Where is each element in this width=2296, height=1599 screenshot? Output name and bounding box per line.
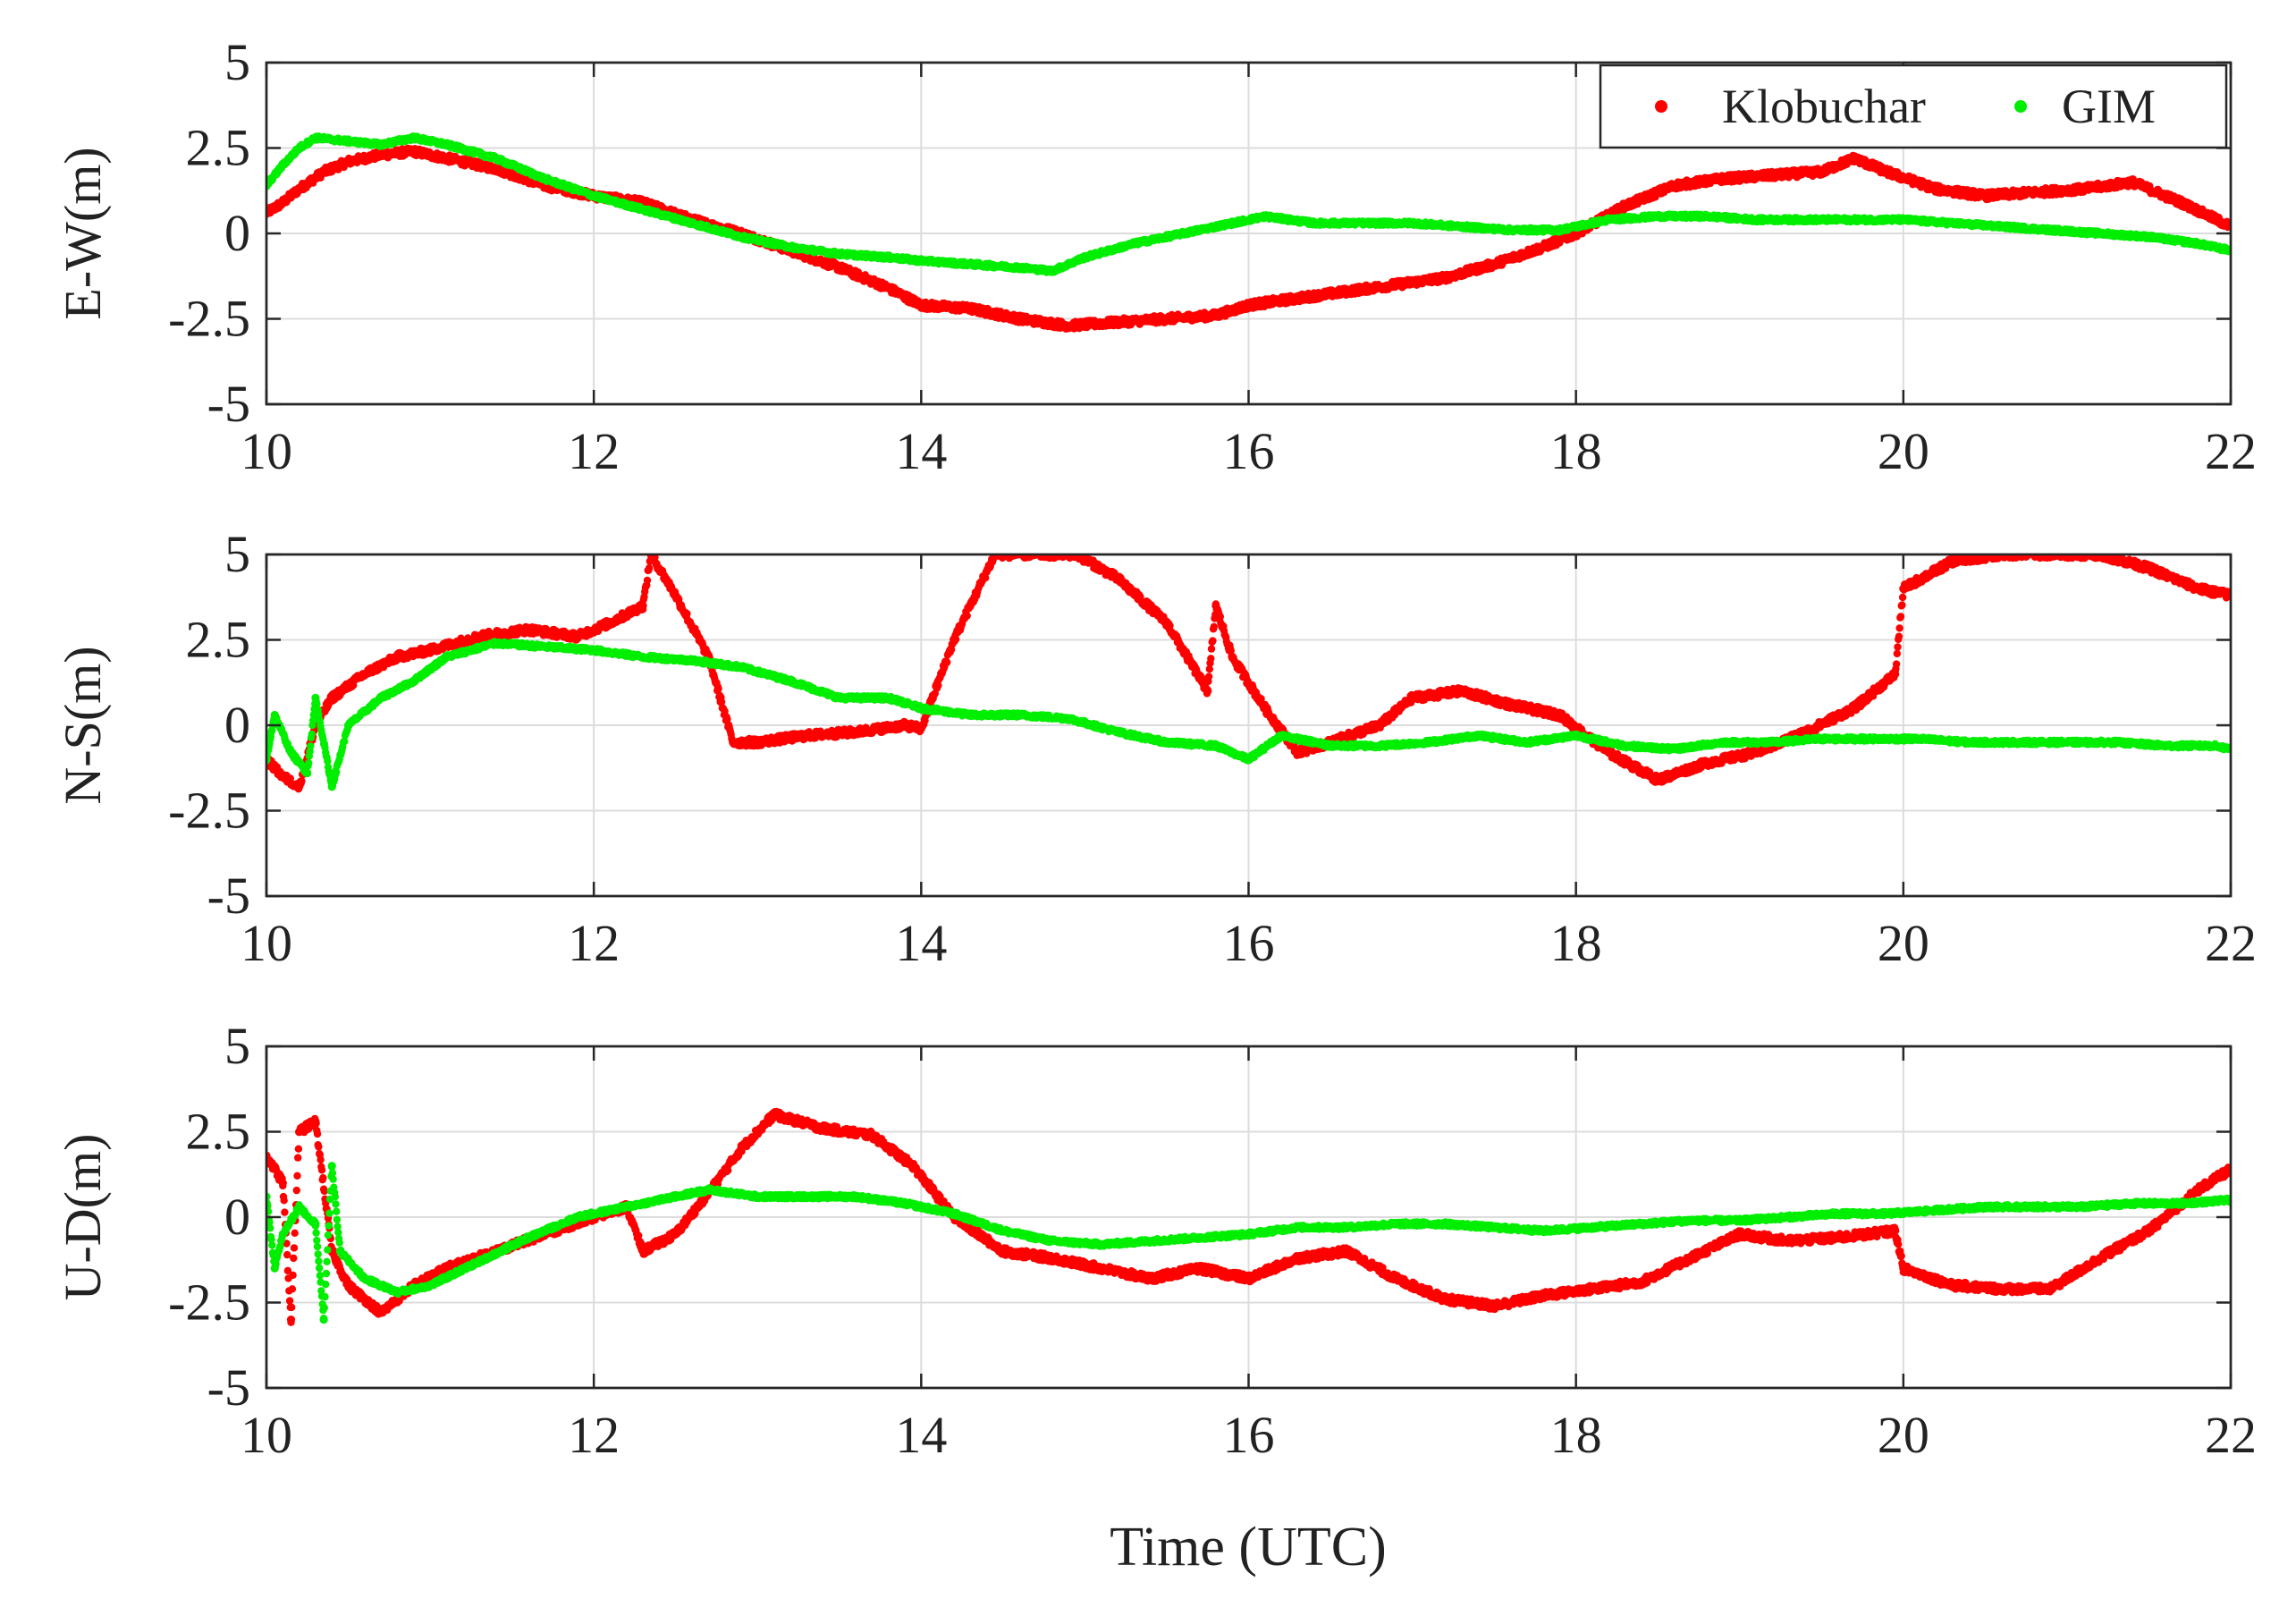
klobuchar-point <box>376 150 385 159</box>
klobuchar-point <box>2030 188 2039 197</box>
klobuchar-point <box>1980 191 1989 200</box>
klobuchar-point <box>1490 259 1498 268</box>
klobuchar-point <box>966 304 975 313</box>
klobuchar-point <box>1850 154 1859 163</box>
klobuchar-point <box>2079 184 2088 193</box>
klobuchar-point <box>1931 184 1940 193</box>
klobuchar-point <box>1211 311 1220 320</box>
klobuchar-point <box>1440 274 1449 283</box>
klobuchar-point <box>1244 300 1254 309</box>
klobuchar-point <box>1621 201 1630 210</box>
klobuchar-point <box>2177 199 2186 207</box>
klobuchar-point <box>1718 174 1727 183</box>
klobuchar-point <box>295 184 304 193</box>
panel-ew-series <box>266 132 2231 333</box>
klobuchar-point <box>884 283 893 292</box>
klobuchar-point <box>319 167 328 176</box>
klobuchar-point <box>1113 317 1122 326</box>
klobuchar-point <box>278 199 287 207</box>
klobuchar-point <box>2128 178 2137 187</box>
klobuchar-point <box>409 147 418 156</box>
klobuchar-point <box>1064 321 1073 330</box>
klobuchar-point <box>1162 314 1171 324</box>
klobuchar-point <box>1342 287 1351 296</box>
klobuchar-point <box>1293 294 1302 303</box>
panel-ew-grid <box>266 63 2231 404</box>
klobuchar-point <box>835 263 844 272</box>
klobuchar-point <box>442 154 451 163</box>
klobuchar-point <box>1539 242 1548 251</box>
klobuchar-point <box>1817 167 1826 176</box>
klobuchar-point <box>1768 171 1777 180</box>
klobuchar-point <box>343 157 353 166</box>
klobuchar-point <box>1669 181 1679 190</box>
klobuchar-point <box>1015 314 1024 324</box>
klobuchar-point <box>1391 280 1400 289</box>
klobuchar-point <box>916 300 925 309</box>
klobuchar-point <box>1882 167 1892 176</box>
klobuchar-point <box>491 164 500 173</box>
